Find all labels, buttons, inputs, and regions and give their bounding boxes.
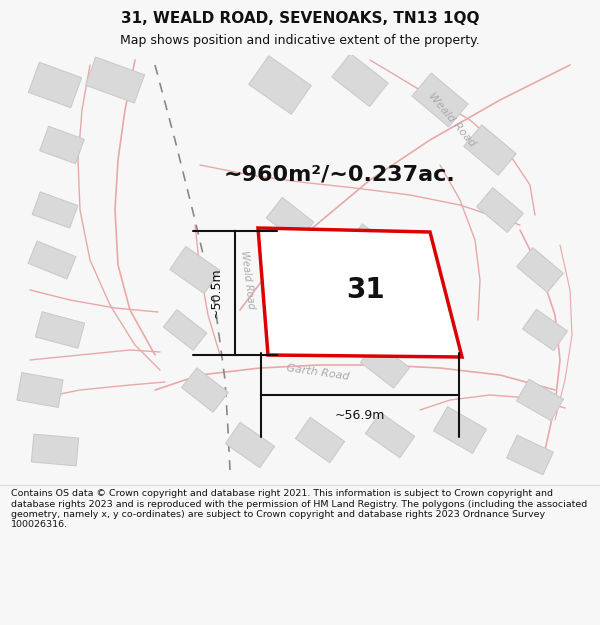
Text: 31: 31 <box>346 276 385 304</box>
Text: Contains OS data © Crown copyright and database right 2021. This information is : Contains OS data © Crown copyright and d… <box>11 489 587 529</box>
Polygon shape <box>35 312 85 348</box>
Polygon shape <box>464 125 516 175</box>
Polygon shape <box>392 279 437 321</box>
Polygon shape <box>226 422 275 468</box>
Text: Weald Road: Weald Road <box>427 91 478 149</box>
Polygon shape <box>32 192 78 228</box>
Polygon shape <box>517 248 563 292</box>
Polygon shape <box>347 224 392 266</box>
Polygon shape <box>170 246 220 294</box>
Polygon shape <box>31 434 79 466</box>
Text: ~960m²/~0.237ac.: ~960m²/~0.237ac. <box>224 165 456 185</box>
Polygon shape <box>506 435 553 475</box>
Polygon shape <box>295 418 344 462</box>
Polygon shape <box>40 126 85 164</box>
Polygon shape <box>28 241 76 279</box>
Polygon shape <box>248 56 311 114</box>
Text: Garth Road: Garth Road <box>286 362 350 381</box>
Polygon shape <box>163 309 207 351</box>
Polygon shape <box>332 53 388 107</box>
Polygon shape <box>412 73 468 127</box>
Polygon shape <box>85 57 145 103</box>
Polygon shape <box>266 198 314 242</box>
Polygon shape <box>17 372 63 408</box>
Polygon shape <box>517 379 563 421</box>
Text: ~50.5m: ~50.5m <box>210 268 223 318</box>
Polygon shape <box>361 342 410 388</box>
Polygon shape <box>434 407 487 453</box>
Text: Weald Road: Weald Road <box>239 250 257 310</box>
Text: Map shows position and indicative extent of the property.: Map shows position and indicative extent… <box>120 34 480 47</box>
Polygon shape <box>258 228 462 357</box>
Text: 31, WEALD ROAD, SEVENOAKS, TN13 1QQ: 31, WEALD ROAD, SEVENOAKS, TN13 1QQ <box>121 11 479 26</box>
Polygon shape <box>523 309 568 351</box>
Polygon shape <box>28 62 82 107</box>
Polygon shape <box>476 188 523 232</box>
Polygon shape <box>182 368 229 412</box>
Polygon shape <box>365 412 415 458</box>
Text: ~56.9m: ~56.9m <box>335 409 385 422</box>
